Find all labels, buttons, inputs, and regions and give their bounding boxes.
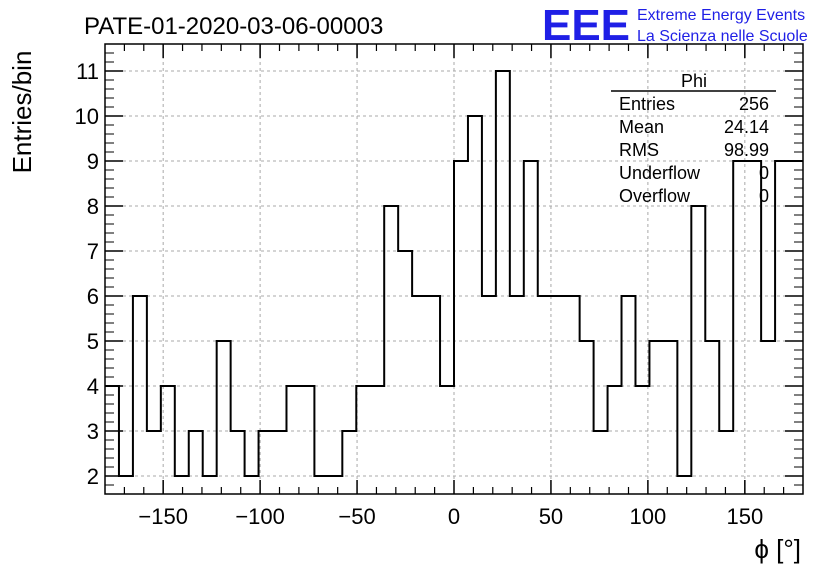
y-tick-label-7: 9 (87, 149, 99, 174)
y-tick-label-1: 3 (87, 419, 99, 444)
stats-box-title: Phi (681, 71, 707, 91)
tick-labels: −150 −100 −50 0 50 100 150 2 3 4 5 6 7 8 9 10 11 (75, 59, 764, 529)
y-tick-label-9: 11 (76, 59, 99, 84)
y-tick-label-5: 7 (87, 239, 99, 264)
stats-label-underflow: Underflow (619, 163, 701, 183)
stats-value-entries: 256 (739, 94, 769, 114)
x-tick-label-1: −100 (235, 504, 285, 529)
stats-value-mean: 24.14 (724, 117, 769, 137)
y-tick-label-2: 4 (87, 374, 99, 399)
logo: EEE Extreme Energy Events La Scienza nel… (542, 1, 808, 50)
x-axis-label: ϕ [°] (754, 534, 801, 564)
y-tick-label-6: 8 (87, 194, 99, 219)
stats-label-entries: Entries (619, 94, 675, 114)
logo-mark: EEE (542, 1, 630, 50)
x-tick-label-5: 100 (630, 504, 667, 529)
x-tick-label-6: 150 (726, 504, 763, 529)
logo-line-1: Extreme Energy Events (637, 7, 805, 24)
logo-line-2: La Scienza nelle Scuole (637, 28, 808, 45)
y-tick-label-3: 5 (87, 329, 99, 354)
y-tick-label-0: 2 (87, 464, 99, 489)
plot-frame (104, 43, 804, 495)
y-tick-label-8: 10 (75, 104, 99, 129)
y-axis-label: Entries/bin (7, 51, 37, 174)
x-tick-label-2: −50 (338, 504, 375, 529)
x-tick-label-4: 50 (539, 504, 563, 529)
stats-value-rms: 98.99 (724, 140, 769, 160)
stats-box: Phi Entries 256 Mean 24.14 RMS 98.99 Und… (611, 71, 776, 206)
axis-ticks (105, 43, 803, 495)
chart-title: PATE-01-2020-03-06-00003 (84, 13, 383, 40)
y-tick-label-4: 6 (87, 284, 99, 309)
stats-label-overflow: Overflow (619, 186, 691, 206)
stats-label-mean: Mean (619, 117, 664, 137)
stats-value-underflow: 0 (759, 163, 769, 183)
stats-label-rms: RMS (619, 140, 659, 160)
x-tick-label-3: 0 (448, 504, 460, 529)
histogram-line (105, 70, 803, 477)
x-tick-label-0: −150 (138, 504, 188, 529)
stats-value-overflow: 0 (759, 186, 769, 206)
